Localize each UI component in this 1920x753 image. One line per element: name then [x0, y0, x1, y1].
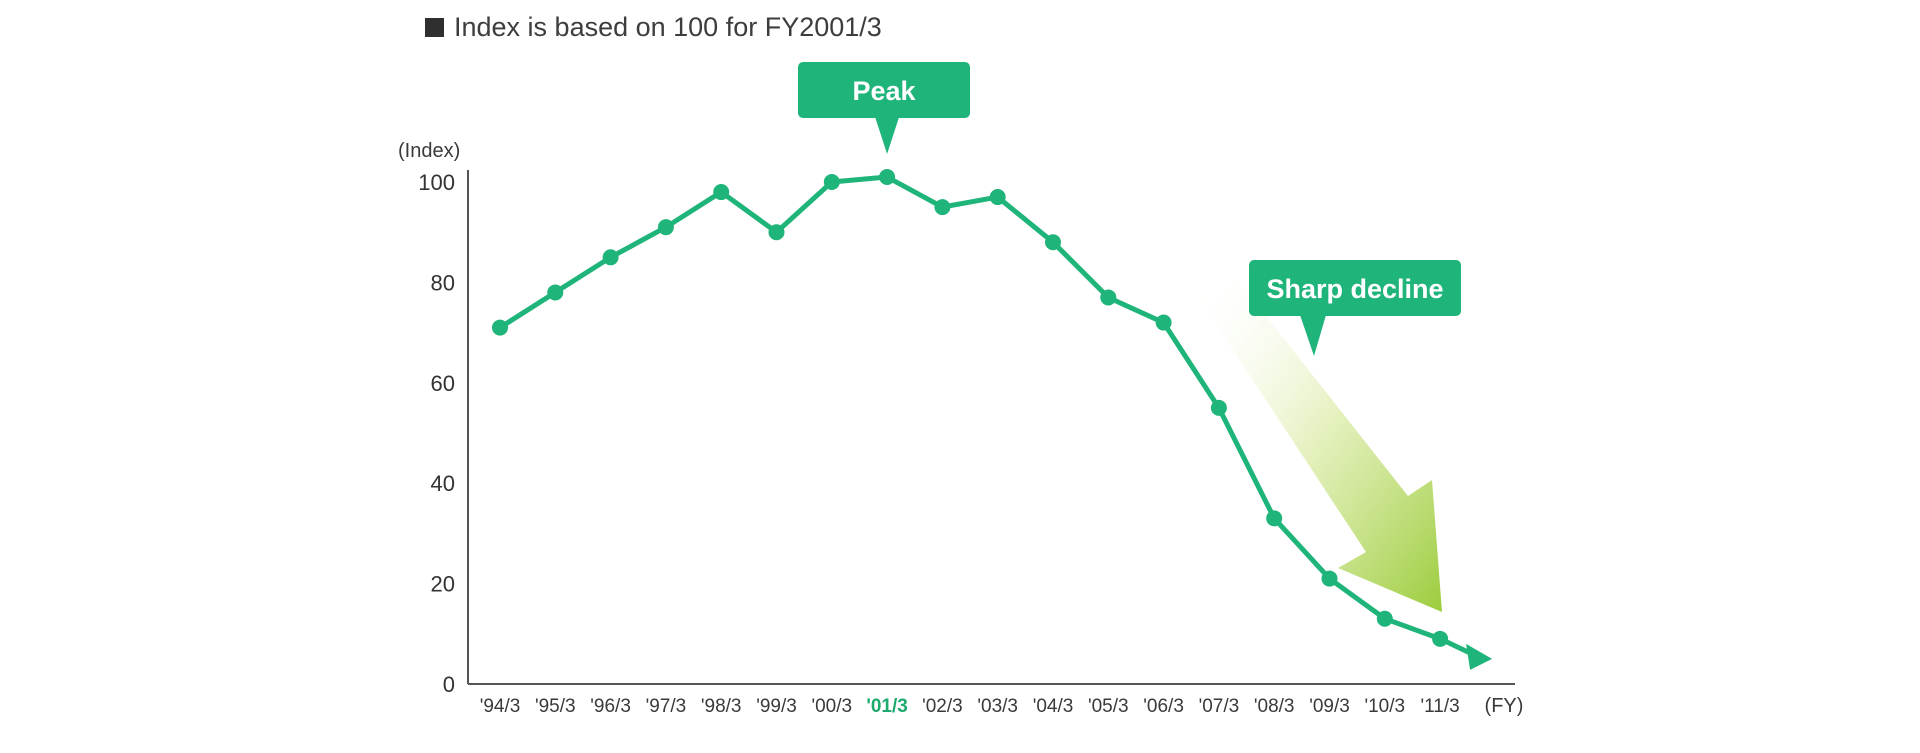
data-point — [492, 319, 508, 336]
data-point — [547, 284, 564, 301]
data-point — [768, 224, 785, 241]
data-point — [879, 168, 896, 185]
x-tick-label: '09/3 — [1309, 696, 1350, 717]
y-tick-label: 40 — [431, 471, 455, 496]
data-point — [602, 249, 619, 266]
y-tick-label: 100 — [418, 170, 455, 195]
x-tick-label: '98/3 — [701, 696, 742, 717]
data-point — [823, 174, 840, 190]
sharp-decline-callout-pointer — [1300, 315, 1326, 356]
peak-callout-box — [798, 62, 970, 118]
data-point — [1045, 234, 1061, 251]
peak-callout-pointer — [875, 117, 900, 154]
x-tick-label: '03/3 — [977, 696, 1018, 717]
sharp-decline-callout: Sharp decline — [1249, 260, 1461, 356]
x-tick-label: '95/3 — [535, 696, 576, 717]
data-point — [1321, 570, 1338, 587]
x-tick-label: '07/3 — [1199, 696, 1240, 717]
x-tick-label: '97/3 — [646, 696, 687, 717]
data-point — [1210, 399, 1227, 416]
data-point — [1155, 314, 1172, 331]
x-tick-label: '10/3 — [1364, 696, 1405, 717]
x-tick-label: '02/3 — [922, 696, 963, 717]
data-point — [657, 219, 674, 236]
sharp-decline-callout-box — [1249, 260, 1461, 316]
data-point — [1376, 610, 1393, 627]
x-tick-label: '05/3 — [1088, 696, 1129, 717]
decline-arrow-icon — [1198, 278, 1442, 612]
sharp-decline-callout-label: Sharp decline — [1266, 274, 1443, 304]
x-tick-label: '00/3 — [811, 696, 852, 717]
peak-callout: Peak — [798, 62, 970, 154]
x-axis-label: (FY) — [1485, 695, 1524, 717]
x-tick-label: '94/3 — [480, 696, 521, 717]
x-tick-label: '96/3 — [590, 696, 631, 717]
data-point — [713, 184, 730, 201]
data-point — [989, 189, 1006, 206]
x-tick-label: '01/3 — [866, 696, 908, 717]
trend-arrow-icon — [1466, 643, 1493, 670]
legend-square-icon — [425, 18, 444, 37]
y-tick-label: 60 — [431, 371, 455, 396]
y-tick-label: 0 — [443, 672, 455, 697]
data-point — [1266, 510, 1283, 527]
data-point — [1432, 630, 1449, 647]
peak-callout-label: Peak — [852, 76, 916, 106]
legend: Index is based on 100 for FY2001/3 — [425, 12, 882, 43]
x-tick-label: '08/3 — [1254, 696, 1295, 717]
data-point — [934, 199, 951, 216]
x-tick-label: '99/3 — [756, 696, 797, 717]
x-tick-label: '11/3 — [1420, 696, 1459, 717]
x-tick-label: '04/3 — [1033, 696, 1074, 717]
y-tick-label: 80 — [431, 270, 455, 295]
x-tick-label: '06/3 — [1143, 696, 1184, 717]
legend-text: Index is based on 100 for FY2001/3 — [454, 12, 882, 42]
y-axis-label: (Index) — [398, 140, 460, 162]
data-point — [1100, 289, 1117, 306]
y-tick-label: 20 — [431, 572, 455, 597]
